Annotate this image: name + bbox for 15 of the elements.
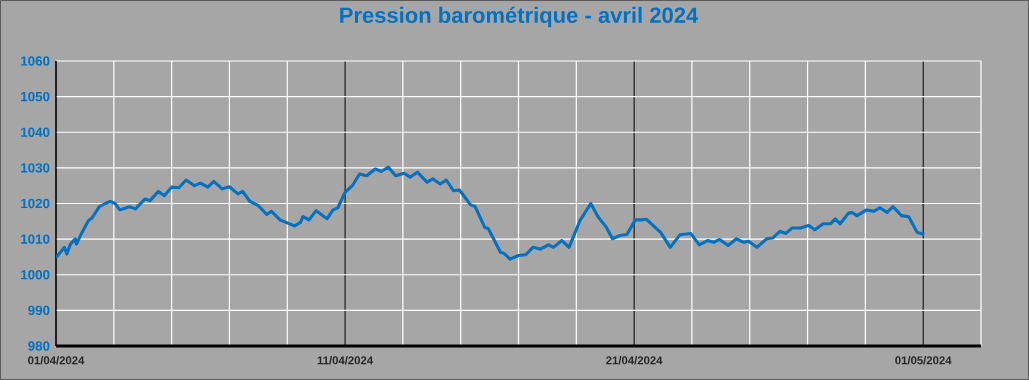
y-tick-label: 1040 [21,127,50,137]
y-tick-label: 1030 [21,163,50,173]
x-tick-label: 01/04/2024 [28,356,85,365]
y-tick-label: 990 [28,305,50,316]
x-tick-label: 01/05/2024 [895,356,952,365]
y-tick-label: 1020 [21,198,50,209]
y-tick-label: 1000 [21,270,50,280]
line-series [56,165,926,261]
y-tick-label: 1010 [21,234,50,244]
x-tick-label: 11/04/2024 [317,356,374,365]
chart-title: Pression barométrique - avril 2024 [340,6,699,28]
y-tick-label: 1060 [21,56,50,66]
x-tick-label: 21/04/2024 [606,356,663,365]
y-tick-label: 1050 [21,91,50,102]
y-tick-label: 980 [28,341,50,351]
